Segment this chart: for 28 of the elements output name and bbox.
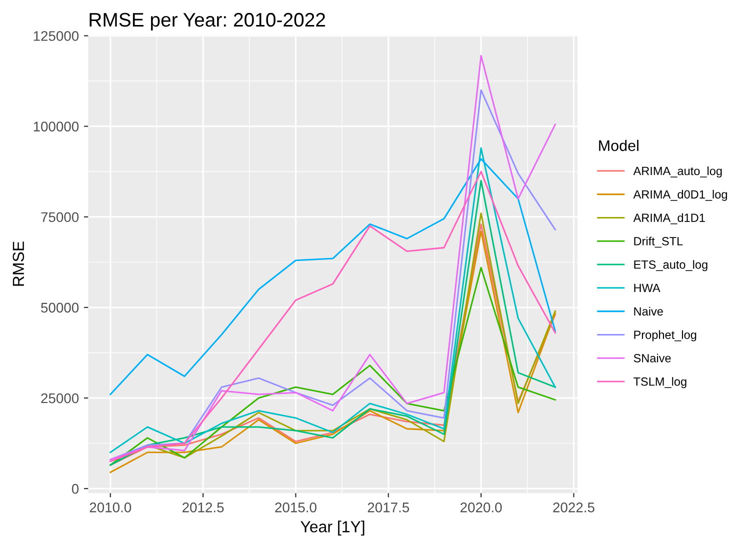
- legend-label: ARIMA_d0D1_log: [633, 190, 727, 201]
- legend-label: Naive: [634, 306, 663, 316]
- legend-label: ARIMA_auto_log: [633, 166, 722, 178]
- y-tick-label: 100000: [34, 122, 79, 132]
- legend-title: Model: [599, 140, 638, 152]
- legend-label: TSLM_log: [634, 377, 686, 388]
- legend-label: Prophet_log: [634, 330, 696, 342]
- y-tick-label: 75000: [41, 212, 79, 222]
- x-tick-label: 2017.5: [368, 502, 410, 512]
- x-tick-label: 2012.5: [182, 502, 224, 512]
- legend-label: ETS_auto_log: [634, 260, 708, 272]
- legend-label: ARIMA_d1D1: [633, 213, 705, 224]
- y-tick-label: 0: [72, 484, 79, 494]
- line-series: [110, 266, 556, 466]
- y-tick-label: 25000: [41, 393, 79, 404]
- legend-label: Drift_STL: [634, 236, 683, 248]
- x-tick-label: 2020.0: [460, 502, 502, 512]
- x-axis-title: Year [1Y]: [300, 520, 364, 536]
- y-axis-title: RMSE: [12, 242, 24, 286]
- x-tick-label: 2022.5: [553, 502, 594, 512]
- legend-label: SNaive: [634, 354, 671, 362]
- y-tick-label: 125000: [34, 31, 79, 41]
- line-series: [110, 158, 556, 396]
- y-tick-label: 50000: [41, 302, 79, 313]
- x-tick-label: 2010.0: [90, 502, 132, 512]
- legend-label: HWA: [634, 284, 660, 292]
- x-tick-label: 2015.0: [275, 502, 316, 512]
- chart-title: RMSE per Year: 2010-2022: [90, 12, 326, 31]
